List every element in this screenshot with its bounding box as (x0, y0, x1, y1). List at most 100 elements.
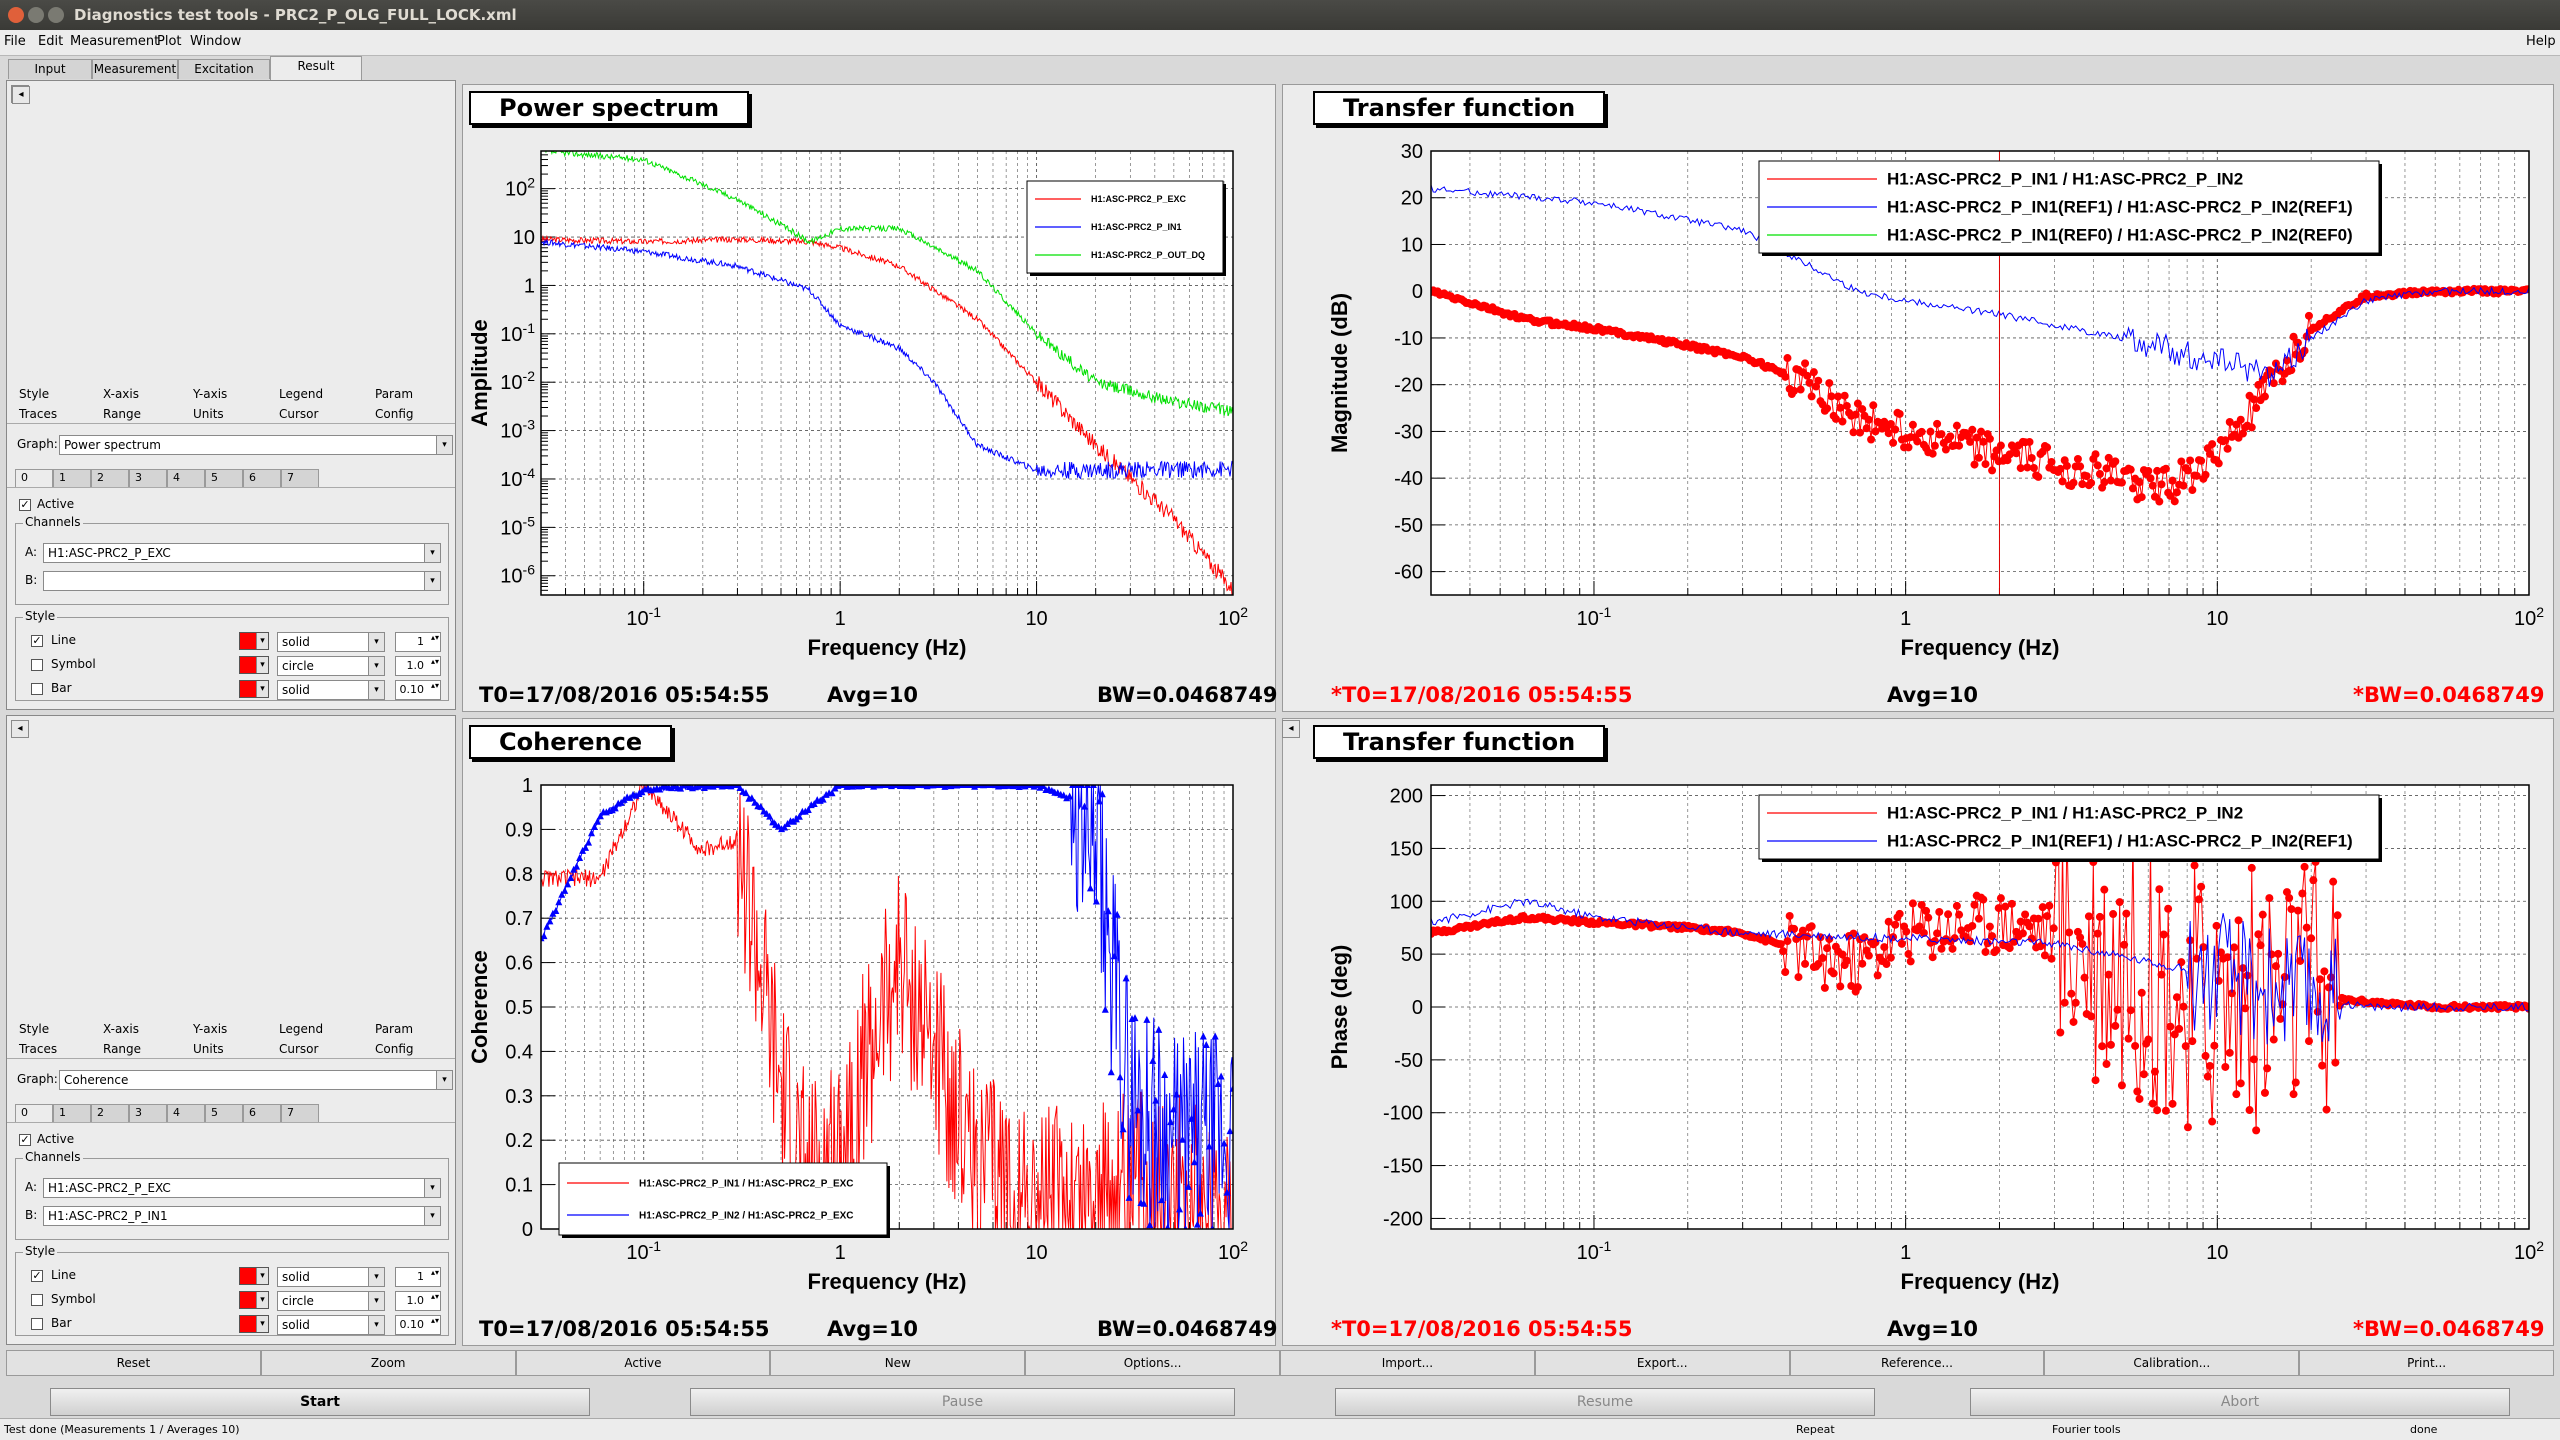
trace-number-tab[interactable]: 3 (129, 1104, 167, 1122)
subtab-style-row[interactable]: Style (19, 1022, 50, 1036)
line-style-select[interactable]: solid ▾ (277, 1267, 385, 1287)
channel-b-select[interactable]: H1:ASC-PRC2_P_IN1 ▾ (43, 1206, 441, 1226)
subtab-traces-row[interactable]: Units (193, 407, 224, 421)
trace-number-tab[interactable]: 1 (53, 1104, 91, 1122)
channel-a-select[interactable]: H1:ASC-PRC2_P_EXC ▾ (43, 1178, 441, 1198)
channel-b-select[interactable]: ▾ (43, 571, 441, 591)
start-button[interactable]: Start (50, 1388, 590, 1416)
trace-number-tab[interactable]: 4 (167, 469, 205, 487)
trace-number-tab[interactable]: 0 (15, 1104, 53, 1122)
bar-style-select[interactable]: solid ▾ (277, 680, 385, 700)
subtab-style-row[interactable]: X-axis (103, 387, 139, 401)
tab-excitation[interactable]: Excitation (178, 59, 270, 79)
symbol-size-spinner[interactable]: 1.0 (395, 656, 441, 676)
trace-number-tab[interactable]: 0 (15, 469, 53, 487)
export-button[interactable]: Export... (1534, 1350, 1790, 1376)
subtab-traces-row[interactable]: Units (193, 1042, 224, 1056)
plot-power-spectrum[interactable]: Power spectrum 10-1 1 10 102 102 10 1 10-1 10-2 1… (462, 84, 1278, 713)
graph-select[interactable]: Coherence ▾ (59, 1070, 453, 1090)
line-checkbox[interactable]: ✓ (31, 634, 43, 647)
chart-transfer-magnitude[interactable]: 10-1 1 10 102 30 20 10 0 -10 -20 -30 -40 -50 -60 Frequ… (1283, 85, 2555, 713)
active-checkbox[interactable]: ✓ (19, 1133, 31, 1146)
bar-color-swatch[interactable]: ▾ (239, 680, 269, 698)
collapse-left-icon[interactable]: ◂ (12, 86, 30, 104)
menu-plot[interactable]: Plot (157, 34, 182, 49)
collapse-panel-icon[interactable]: ◂ (11, 720, 29, 738)
line-color-swatch[interactable]: ▾ (239, 632, 269, 650)
tab-input[interactable]: Input (8, 59, 92, 79)
trace-number-tab[interactable]: 4 (167, 1104, 205, 1122)
graph-select[interactable]: Power spectrum ▾ (59, 435, 453, 455)
line-checkbox[interactable]: ✓ (31, 1269, 43, 1282)
chart-power-spectrum[interactable]: 10-1 1 10 102 102 10 1 10-1 10-2 10-3 10-4 10-5 10-6… (463, 85, 1277, 713)
bar-style-select[interactable]: solid ▾ (277, 1315, 385, 1335)
pause-button[interactable]: Pause (690, 1388, 1235, 1416)
plot-coherence[interactable]: Coherence 10-1 1 10 102 1 0.9 0.8 0.7 0.6 0.5 0.4 0… (462, 718, 1278, 1347)
trace-number-tab[interactable]: 6 (243, 1104, 281, 1122)
calibration-button[interactable]: Calibration... (2044, 1350, 2300, 1376)
subtab-traces-row[interactable]: Config (375, 407, 414, 421)
bar-size-spinner[interactable]: 0.10 (395, 1315, 441, 1335)
menu-measurement[interactable]: Measurement (70, 34, 160, 49)
active-checkbox[interactable]: ✓ (19, 498, 31, 511)
tab-measurement[interactable]: Measurement (92, 59, 178, 79)
symbol-checkbox[interactable] (31, 659, 43, 671)
bar-checkbox[interactable] (31, 1318, 43, 1330)
abort-button[interactable]: Abort (1970, 1388, 2510, 1416)
trace-number-tab[interactable]: 2 (91, 469, 129, 487)
subtab-traces-row[interactable]: Config (375, 1042, 414, 1056)
line-size-spinner[interactable]: 1 (395, 632, 441, 652)
print-button[interactable]: Print... (2299, 1350, 2554, 1376)
new-button[interactable]: New (770, 1350, 1026, 1376)
maximize-window-icon[interactable] (48, 7, 64, 23)
chart-coherence[interactable]: 10-1 1 10 102 1 0.9 0.8 0.7 0.6 0.5 0.4 0.3 0.2 0.1 0 F… (463, 719, 1277, 1347)
symbol-size-spinner[interactable]: 1.0 (395, 1291, 441, 1311)
subtab-style-row[interactable]: Y-axis (193, 387, 228, 401)
line-size-spinner[interactable]: 1 (395, 1267, 441, 1287)
channel-a-select[interactable]: H1:ASC-PRC2_P_EXC ▾ (43, 543, 441, 563)
menu-edit[interactable]: Edit (38, 34, 64, 49)
subtab-style-row[interactable]: Legend (279, 387, 324, 401)
trace-number-tab[interactable]: 2 (91, 1104, 129, 1122)
bar-size-spinner[interactable]: 0.10 (395, 680, 441, 700)
menu-file[interactable]: File (4, 34, 26, 49)
collapse-left-icon[interactable]: ◂ (1282, 720, 1300, 738)
subtab-style-row[interactable]: X-axis (103, 1022, 139, 1036)
menu-window[interactable]: Window (190, 34, 242, 49)
symbol-style-select[interactable]: circle ▾ (277, 1291, 385, 1311)
zoom-button[interactable]: Zoom (260, 1350, 516, 1376)
subtab-style-row[interactable]: Param (375, 387, 414, 401)
menu-help[interactable]: Help (2526, 34, 2556, 49)
subtab-traces-row[interactable]: Traces (19, 407, 58, 421)
trace-number-tab[interactable]: 3 (129, 469, 167, 487)
subtab-style-row[interactable]: Legend (279, 1022, 324, 1036)
subtab-traces-row[interactable]: Range (103, 407, 142, 421)
active-button[interactable]: Active (515, 1350, 771, 1376)
chart-transfer-phase[interactable]: 10-1 1 10 102 200 150 100 50 0 -50 -100 -150 -200 Fre… (1283, 719, 2555, 1347)
resume-button[interactable]: Resume (1335, 1388, 1875, 1416)
symbol-style-select[interactable]: circle ▾ (277, 656, 385, 676)
minimize-window-icon[interactable] (28, 7, 44, 23)
trace-number-tab[interactable]: 1 (53, 469, 91, 487)
subtab-traces-row[interactable]: Cursor (279, 407, 319, 421)
line-color-swatch[interactable]: ▾ (239, 1267, 269, 1285)
plot-transfer-magnitude[interactable]: Transfer function 10-1 1 10 102 30 20 10 0 -10 -2… (1282, 84, 2554, 712)
trace-number-tab[interactable]: 5 (205, 469, 243, 487)
trace-number-tab[interactable]: 7 (281, 1104, 319, 1122)
bar-checkbox[interactable] (31, 683, 43, 695)
options-button[interactable]: Options... (1025, 1350, 1280, 1376)
trace-number-tab[interactable]: 7 (281, 469, 319, 487)
import-button[interactable]: Import... (1280, 1350, 1535, 1376)
subtab-style-row[interactable]: Y-axis (193, 1022, 228, 1036)
plot-transfer-phase[interactable]: Transfer function 10-1 1 10 102 200 150 100 50 0… (1282, 718, 2554, 1346)
subtab-style-row[interactable]: Param (375, 1022, 414, 1036)
symbol-checkbox[interactable] (31, 1294, 43, 1306)
line-style-select[interactable]: solid ▾ (277, 632, 385, 652)
reference-button[interactable]: Reference... (1789, 1350, 2045, 1376)
subtab-traces-row[interactable]: Range (103, 1042, 142, 1056)
reset-button[interactable]: Reset (6, 1350, 261, 1376)
symbol-color-swatch[interactable]: ▾ (239, 1291, 269, 1309)
close-window-icon[interactable] (8, 7, 24, 23)
subtab-traces-row[interactable]: Cursor (279, 1042, 319, 1056)
trace-number-tab[interactable]: 5 (205, 1104, 243, 1122)
